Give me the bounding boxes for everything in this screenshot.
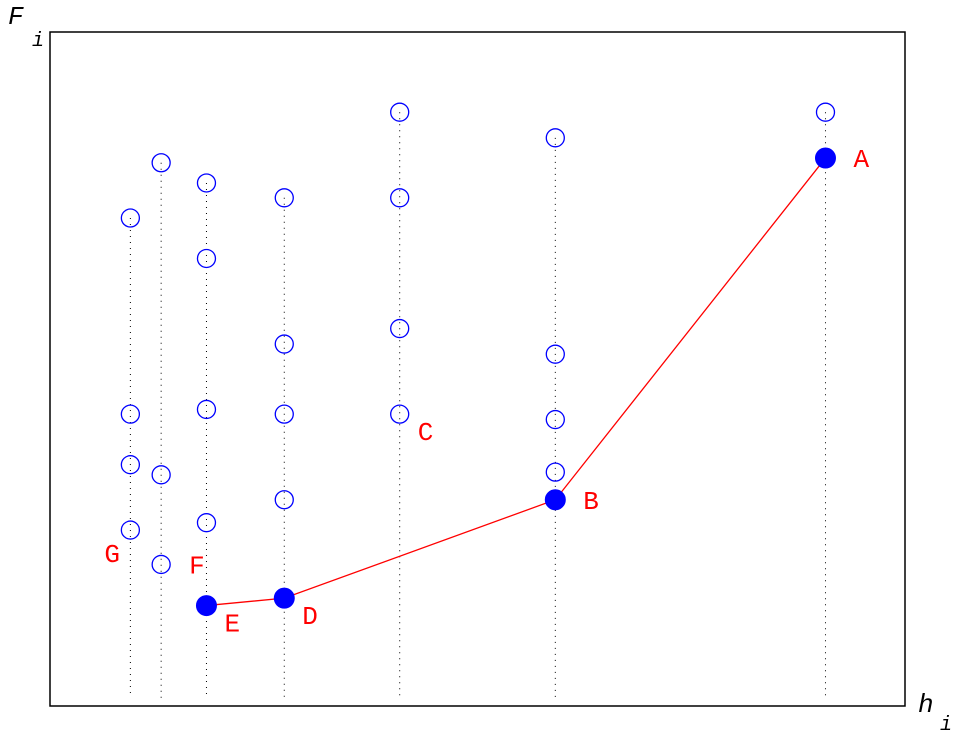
hollow-point — [196, 399, 217, 420]
hollow-point — [390, 318, 410, 339]
hollow-point — [120, 520, 141, 540]
point-label-d: D — [302, 602, 318, 632]
frontier-point-a — [814, 147, 836, 169]
point-label-f: F — [189, 551, 205, 581]
hollow-point — [274, 490, 294, 510]
hollow-point — [151, 554, 171, 575]
hollow-point — [120, 455, 141, 475]
hollow-point — [120, 208, 141, 228]
point-label-e: E — [224, 610, 240, 640]
hollow-point — [390, 102, 410, 122]
plot-frame — [49, 31, 906, 707]
point-label-a: A — [853, 145, 869, 175]
hollow-point — [545, 409, 565, 430]
hollow-point — [390, 188, 410, 208]
hollow-point — [274, 334, 294, 354]
hollow-point — [151, 465, 171, 485]
frontier-point-d — [273, 587, 295, 609]
hollow-point — [545, 462, 565, 482]
hollow-point — [545, 344, 565, 364]
x-axis-label-sub: i — [940, 714, 952, 737]
point-label-g: G — [104, 540, 120, 570]
hollow-point — [545, 128, 565, 148]
hollow-point — [196, 248, 217, 269]
frontier-points — [195, 147, 836, 617]
hollow-point — [120, 404, 141, 424]
hollow-point — [274, 188, 294, 208]
x-axis-label: h — [918, 690, 934, 720]
hollow-point — [815, 102, 836, 122]
y-axis-label-sub: i — [32, 30, 44, 53]
y-axis-label: F — [8, 2, 24, 32]
frontier-point-e — [195, 595, 217, 617]
point-labels: A B C D EF G — [104, 145, 869, 640]
hollow-point — [196, 513, 217, 533]
point-label-b: B — [583, 487, 599, 517]
frontier-line — [206, 157, 826, 607]
hollow-point — [390, 404, 410, 424]
point-label-c: C — [418, 418, 434, 448]
hollow-point — [274, 404, 294, 424]
frontier-point-b — [544, 489, 566, 511]
hollow-points — [120, 102, 836, 575]
hollow-point — [196, 173, 217, 193]
frontier-polyline — [206, 157, 826, 607]
hollow-point — [151, 153, 171, 173]
